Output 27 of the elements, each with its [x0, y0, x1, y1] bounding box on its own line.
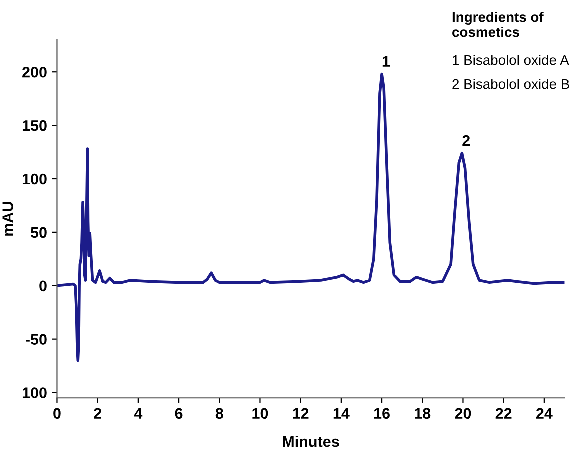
x-tick-label: 24	[536, 408, 553, 419]
y-tick-label: 150	[22, 120, 47, 132]
x-tick-label: 18	[415, 408, 431, 420]
x-tick-label: 10	[252, 408, 268, 420]
x-tick-label: 8	[216, 408, 224, 420]
text: Ingredients of cosmetics	[452, 12, 544, 38]
annotation: 1 Bisabolol oxide A	[453, 55, 570, 66]
y-tick-label: 0	[40, 280, 47, 292]
x-tick-label: 0	[54, 408, 61, 420]
x-axis-title: Minutes	[283, 436, 340, 448]
x-tick-label: 2	[94, 408, 102, 419]
y-axis-title: mAU	[2, 202, 14, 236]
y-tick-label: 100	[22, 174, 47, 185]
x-tick-label: 20	[455, 408, 472, 420]
annotation: 2 Bisabolol oxide B	[452, 79, 570, 90]
annotation: 2	[462, 135, 470, 146]
x-tick-label: 14	[334, 408, 350, 419]
x-tick-label: 22	[496, 408, 512, 419]
x-tick-label: 4	[134, 408, 143, 419]
x-tick-label: 16	[374, 408, 390, 420]
x-tick-label: 12	[293, 408, 309, 419]
y-tick-label: 100	[22, 388, 47, 398]
y-tick-label: 200	[22, 66, 47, 78]
y-tick-label: -50	[26, 334, 47, 346]
x-tick-label: 6	[175, 408, 183, 420]
y-tick-label: 50	[30, 227, 47, 238]
annotation: 1	[382, 56, 390, 67]
